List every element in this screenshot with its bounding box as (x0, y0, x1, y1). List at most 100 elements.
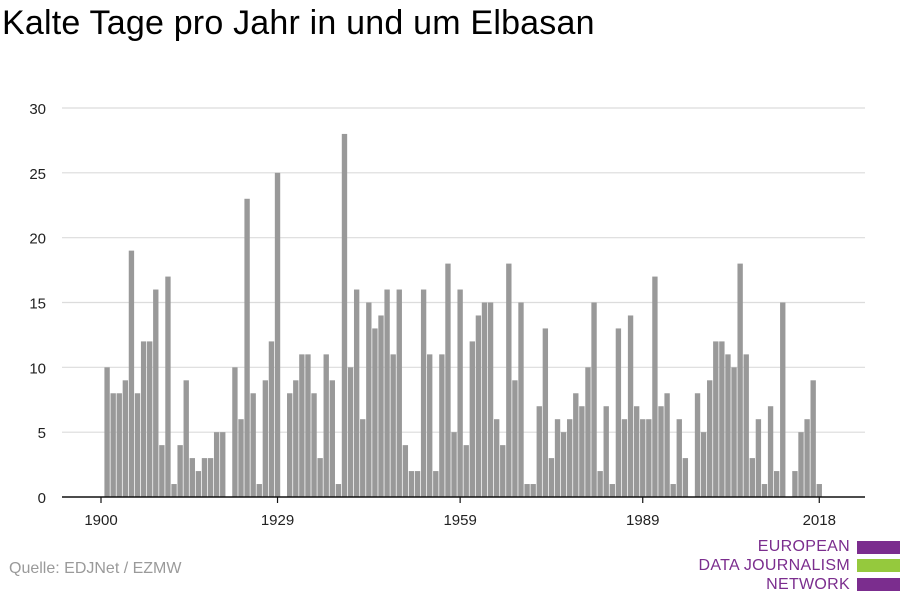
bar-1950 (402, 445, 409, 497)
bar-1962 (475, 315, 482, 497)
bar-2009 (761, 484, 768, 497)
source-note: Quelle: EDJNet / EZMW (9, 560, 182, 577)
bar-2014 (792, 471, 798, 497)
bar-1970 (524, 484, 530, 497)
bar-1980 (585, 367, 591, 497)
bar-1942 (353, 289, 360, 497)
bar-1955 (433, 471, 439, 497)
bar-1941 (347, 367, 354, 497)
bar-1931 (287, 393, 293, 497)
bar-1935 (311, 393, 317, 497)
bar-1957 (445, 263, 451, 497)
bar-2005 (737, 263, 743, 497)
bar-1913 (177, 445, 183, 497)
bar-1947 (384, 289, 390, 497)
bar-1939 (335, 484, 342, 497)
bar-1982 (597, 471, 603, 497)
bar-1974 (548, 458, 555, 497)
bar-2010 (767, 406, 774, 497)
bar-1989 (640, 419, 646, 497)
bar-1981 (591, 302, 597, 497)
bar-1987 (627, 315, 634, 497)
bar-1901 (104, 367, 110, 497)
logo-bar-green (857, 559, 900, 572)
bar-1948 (390, 354, 396, 497)
bar-1958 (451, 432, 457, 497)
bar-1943 (360, 419, 366, 497)
bar-1908 (147, 341, 153, 497)
bar-1920 (220, 432, 226, 497)
bar-1929 (274, 172, 281, 497)
bar-1956 (439, 354, 445, 497)
y-tick-label: 15 (29, 296, 46, 313)
bars (104, 133, 822, 497)
bar-1911 (165, 276, 171, 497)
bar-1940 (341, 133, 348, 497)
bar-1979 (579, 406, 585, 497)
bar-1965 (493, 419, 500, 497)
bar-2000 (707, 380, 713, 497)
bar-2011 (773, 471, 780, 497)
bar-1971 (530, 484, 536, 497)
bar-1991 (652, 276, 658, 497)
bar-1919 (213, 432, 220, 497)
bar-1936 (317, 458, 323, 497)
bar-1925 (250, 393, 256, 497)
y-tick-label: 25 (29, 166, 46, 183)
bar-1904 (122, 380, 129, 497)
bar-1918 (207, 458, 214, 497)
bar-1967 (506, 263, 512, 497)
bar-1960 (463, 445, 469, 497)
bar-1938 (329, 380, 335, 497)
bar-1932 (293, 380, 299, 497)
bar-2007 (749, 458, 755, 497)
bar-1924 (244, 198, 250, 497)
bar-1910 (159, 445, 165, 497)
logo-line-2: DATA JOURNALISM (698, 557, 850, 574)
gridlines (62, 107, 865, 433)
bar-1983 (603, 406, 609, 497)
bar-1998 (694, 393, 701, 497)
bar-1992 (658, 406, 664, 497)
bar-2006 (743, 354, 749, 497)
bar-1977 (567, 419, 573, 497)
bar-1978 (573, 393, 579, 497)
bar-1995 (676, 419, 682, 497)
bar-2001 (713, 341, 719, 497)
y-tick-label: 5 (38, 425, 46, 442)
bar-1964 (487, 302, 494, 497)
bar-1903 (116, 393, 122, 497)
bar-2016 (804, 419, 810, 497)
bar-1927 (262, 380, 269, 497)
bar-1968 (512, 380, 518, 497)
bar-1953 (420, 289, 427, 497)
bar-1945 (372, 328, 378, 497)
bar-1928 (268, 341, 275, 497)
bar-1906 (134, 393, 141, 497)
bar-1959 (457, 289, 463, 497)
bar-1934 (305, 354, 311, 497)
bar-1975 (554, 419, 561, 497)
bar-1976 (560, 432, 567, 497)
bar-1973 (542, 328, 549, 497)
logo-bar-purple-top (857, 541, 900, 554)
bar-1966 (500, 445, 506, 497)
bar-1949 (396, 289, 402, 497)
bar-1994 (670, 484, 676, 497)
bar-2004 (731, 367, 737, 497)
logo-bar-purple-bottom (857, 578, 900, 591)
bar-1946 (378, 315, 384, 497)
bar-1912 (171, 484, 177, 497)
bar-1922 (232, 367, 238, 497)
bar-1916 (195, 471, 202, 497)
x-tick-label: 1959 (443, 512, 476, 529)
bar-1915 (189, 458, 195, 497)
bar-2012 (780, 302, 786, 497)
bar-1985 (615, 328, 622, 497)
bar-1984 (609, 484, 615, 497)
bar-1907 (140, 341, 147, 497)
x-tick-label: 1900 (84, 512, 117, 529)
bar-1993 (664, 393, 670, 497)
bar-1963 (481, 302, 488, 497)
